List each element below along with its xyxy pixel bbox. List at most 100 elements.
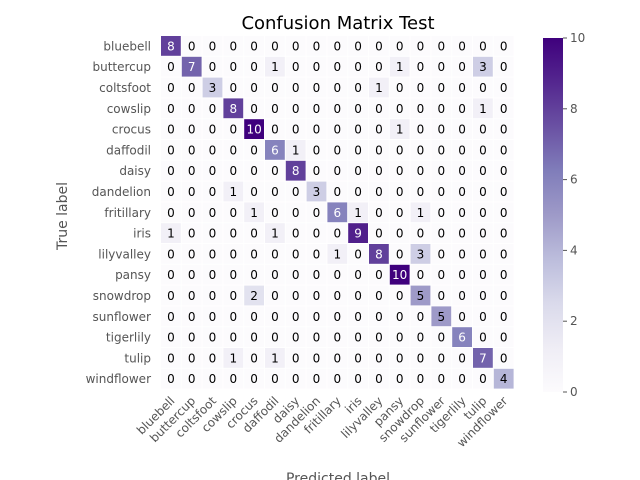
cell-value-label: 0 xyxy=(188,206,196,220)
cell-value-label: 0 xyxy=(458,143,466,157)
cell-value-label: 0 xyxy=(396,351,404,365)
cell-value-label: 0 xyxy=(354,164,362,178)
heatmap-cell xyxy=(285,119,306,139)
heatmap-cell xyxy=(202,181,223,202)
cell-value-label: 1 xyxy=(229,185,237,199)
cell-value-label: 10 xyxy=(246,123,261,137)
cell-value-label: 0 xyxy=(313,164,321,178)
heatmap-cell xyxy=(161,264,181,285)
heatmap-cell xyxy=(348,264,368,285)
heatmap-cell xyxy=(452,181,472,202)
heatmap-cell xyxy=(348,368,368,389)
heatmap-cell xyxy=(223,119,244,139)
heatmap-cell xyxy=(348,348,368,368)
heatmap-cell xyxy=(202,264,223,285)
heatmap-cell xyxy=(306,327,327,347)
heatmap-cell xyxy=(431,368,452,389)
heatmap-cell xyxy=(348,285,368,306)
cell-value-label: 0 xyxy=(417,143,425,157)
heatmap-cell xyxy=(244,223,264,243)
cell-value-label: 0 xyxy=(271,164,279,178)
heatmap-cell xyxy=(348,140,368,160)
heatmap-cell xyxy=(202,368,223,389)
heatmap-cell xyxy=(285,77,306,98)
heatmap-cell xyxy=(369,56,389,77)
heatmap-cell xyxy=(452,306,472,327)
cell-value-label: 0 xyxy=(458,60,466,74)
cell-value-label: 0 xyxy=(292,310,300,324)
heatmap-cell xyxy=(431,160,452,181)
cell-value-label: 0 xyxy=(354,268,362,282)
cell-value-label: 0 xyxy=(292,289,300,303)
heatmap-cell xyxy=(223,77,244,98)
heatmap-cell xyxy=(410,36,431,56)
heatmap-cell xyxy=(410,348,431,368)
cell-value-label: 0 xyxy=(209,372,217,386)
cell-value-label: 0 xyxy=(250,372,258,386)
heatmap-cell xyxy=(244,140,264,160)
heatmap-cell xyxy=(161,119,181,139)
heatmap-cell-values: 8 0 0 0 0 0 0 0 0 0 0 0 0 0 0 0 00 7 0 0 0 1 0 0 0 0 0 1 0 0 0 3 00 0 3 0 0 0… xyxy=(167,39,507,386)
cell-value-label: 0 xyxy=(229,164,237,178)
cell-value-label: 0 xyxy=(167,102,175,116)
heatmap-cell xyxy=(452,327,472,347)
cell-value-label: 0 xyxy=(375,102,383,116)
heatmap-cell xyxy=(369,36,389,56)
cell-value-label: 0 xyxy=(437,123,445,137)
cell-value-label: 0 xyxy=(333,81,341,95)
x-axis-label: Predicted label xyxy=(286,471,390,480)
heatmap-cell xyxy=(244,98,264,119)
cell-value-label: 0 xyxy=(271,247,279,261)
y-tick-label: sunflower xyxy=(93,310,152,324)
heatmap-cell xyxy=(431,181,452,202)
cell-value-label: 0 xyxy=(250,185,258,199)
cell-value-label: 0 xyxy=(229,206,237,220)
heatmap-cell xyxy=(265,327,285,347)
heatmap-cell xyxy=(389,119,410,139)
cell-value-label: 0 xyxy=(437,331,445,345)
cell-value-label: 4 xyxy=(500,372,508,386)
cell-value-label: 0 xyxy=(479,39,487,53)
heatmap-cell xyxy=(306,56,327,77)
cell-value-label: 0 xyxy=(250,143,258,157)
cell-value-label: 0 xyxy=(333,102,341,116)
y-tick-label: dandelion xyxy=(92,185,151,199)
cell-value-label: 0 xyxy=(375,60,383,74)
heatmap-cell xyxy=(306,285,327,306)
cell-value-label: 0 xyxy=(437,81,445,95)
heatmap-cell xyxy=(410,244,431,264)
cell-value-label: 0 xyxy=(500,310,508,324)
heatmap-cell xyxy=(452,244,472,264)
heatmap-cell xyxy=(223,223,244,243)
cell-value-label: 0 xyxy=(458,185,466,199)
y-tick-label: cowslip xyxy=(107,102,151,116)
heatmap-cell xyxy=(389,98,410,119)
cell-value-label: 0 xyxy=(271,372,279,386)
heatmap-cell xyxy=(327,119,348,139)
colorbar-tick-label: 2 xyxy=(570,314,578,328)
heatmap-cell xyxy=(431,244,452,264)
heatmap-cell xyxy=(285,56,306,77)
heatmap-cell xyxy=(285,98,306,119)
heatmap-cell xyxy=(327,181,348,202)
cell-value-label: 0 xyxy=(500,206,508,220)
heatmap-cell xyxy=(244,368,264,389)
cell-value-label: 0 xyxy=(458,39,466,53)
heatmap-cell xyxy=(431,140,452,160)
heatmap-cell xyxy=(410,160,431,181)
cell-value-label: 0 xyxy=(292,206,300,220)
cell-value-label: 0 xyxy=(375,206,383,220)
heatmap-cell xyxy=(285,160,306,181)
heatmap-cell xyxy=(410,98,431,119)
heatmap-cell xyxy=(389,327,410,347)
cell-value-label: 0 xyxy=(479,143,487,157)
heatmap-cell xyxy=(327,264,348,285)
heatmap-cell xyxy=(327,348,348,368)
heatmap-cell xyxy=(265,306,285,327)
heatmap-cell xyxy=(223,264,244,285)
cell-value-label: 0 xyxy=(250,164,258,178)
heatmap-cell xyxy=(265,264,285,285)
heatmap-cell xyxy=(369,181,389,202)
heatmap-cell xyxy=(327,244,348,264)
cell-value-label: 0 xyxy=(313,351,321,365)
